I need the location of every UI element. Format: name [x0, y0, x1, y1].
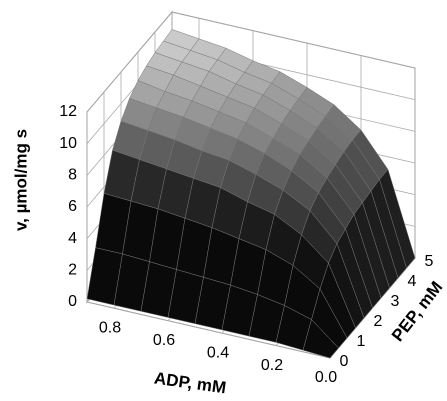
z-tick-label: 10 [59, 135, 77, 152]
y-tick-label: 5 [425, 253, 434, 270]
y-tick-label: 1 [357, 333, 366, 350]
x-tick-label: 0.8 [99, 319, 121, 336]
y-tick-label: 4 [408, 273, 417, 290]
y-tick-label: 2 [374, 313, 383, 330]
y-axis-label: PEP, mM [388, 278, 446, 345]
grid-line [171, 11, 416, 69]
z-tick-label: 4 [68, 230, 77, 247]
z-tick-label: 8 [68, 167, 77, 184]
x-tick-label: 0.4 [207, 344, 229, 361]
x-axis-label: ADP, mM [153, 369, 227, 398]
z-tick-label: 2 [68, 262, 77, 279]
surface-patch [302, 319, 339, 359]
z-tick-label: 6 [68, 198, 77, 215]
grid-line [86, 301, 331, 359]
x-tick-label: 0.2 [261, 357, 283, 374]
z-axis-label: v, µmol/mg s [11, 129, 30, 231]
z-tick-label: 0 [68, 293, 77, 310]
y-tick-label: 3 [391, 293, 400, 310]
x-tick-label: 0.6 [153, 332, 175, 349]
y-tick-label: 0 [340, 353, 349, 370]
x-tick-label: 0.0 [315, 369, 337, 386]
grid-line [86, 11, 173, 113]
z-tick-label: 12 [59, 103, 77, 120]
